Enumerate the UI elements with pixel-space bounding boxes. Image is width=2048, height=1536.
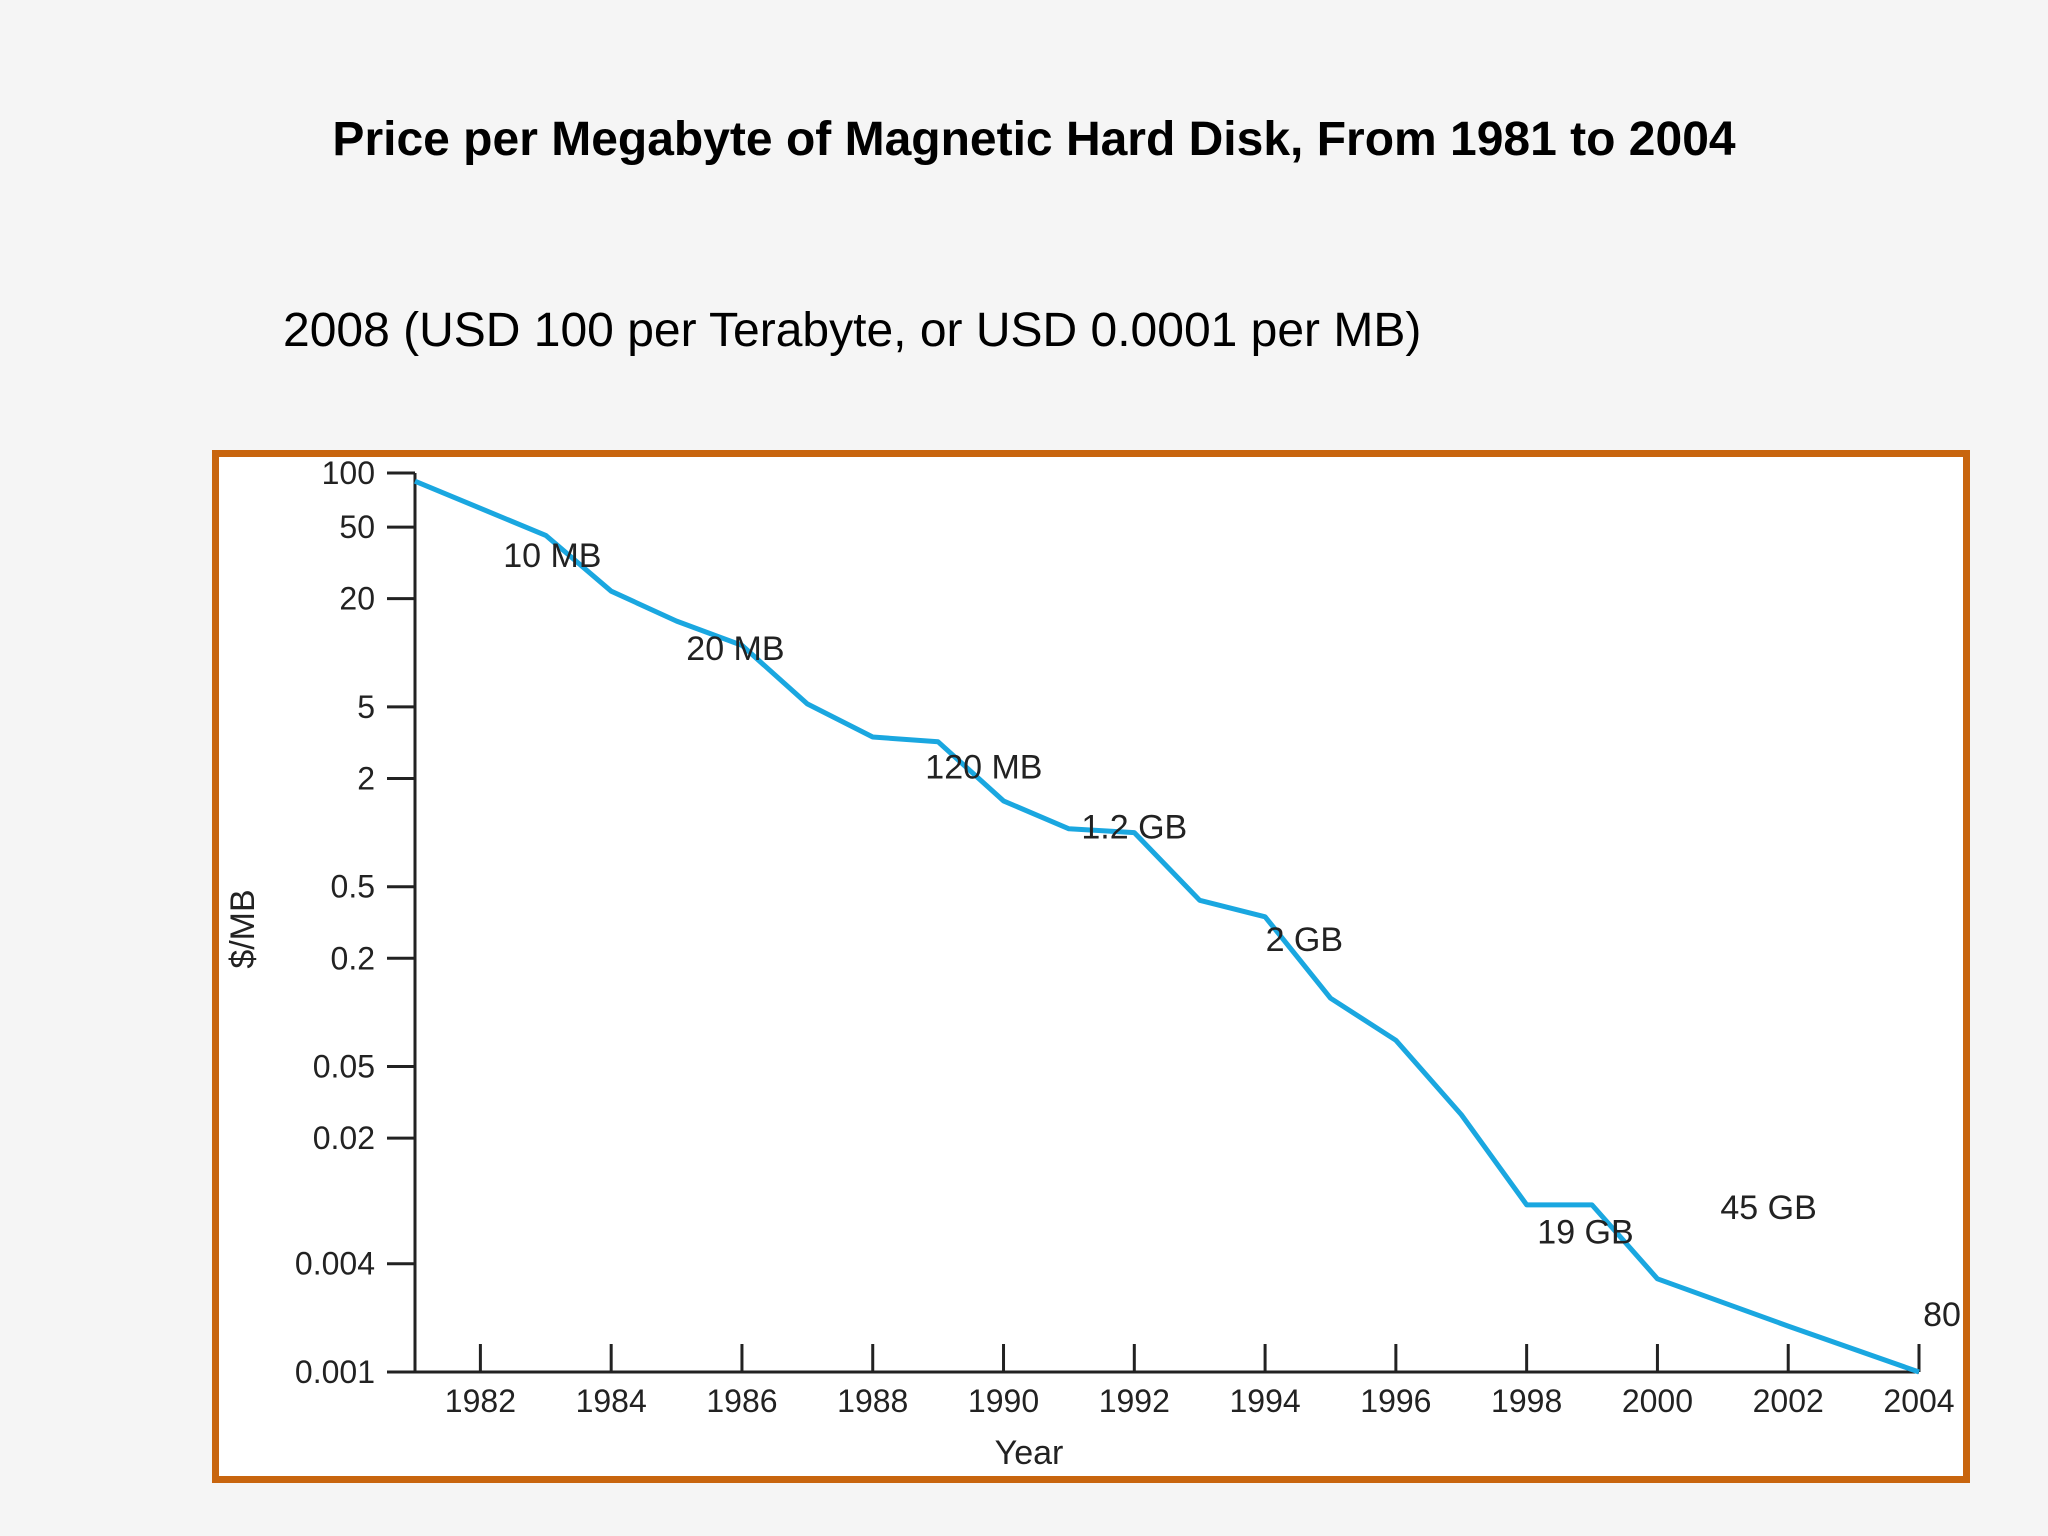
y-tick-label: 5 bbox=[357, 689, 375, 725]
y-tick-label: 0.004 bbox=[295, 1246, 375, 1282]
x-tick-label: 1998 bbox=[1491, 1383, 1562, 1419]
chart-frame: 100 50 20 5 2 0.5 0.2 0.05 0.02 0.004 0.001 1982 19… bbox=[212, 450, 2020, 1483]
x-tick-label: 1986 bbox=[706, 1383, 777, 1419]
x-tick-label: 2004 bbox=[1883, 1383, 1954, 1419]
price-line bbox=[414, 478, 1920, 1375]
y-tick-label: 100 bbox=[322, 457, 375, 491]
x-tick-label: 1990 bbox=[968, 1383, 1039, 1419]
y-tick-label: 50 bbox=[339, 509, 375, 545]
capacity-annotation: 80 GB bbox=[1923, 1296, 1963, 1334]
y-axis-title: $/MB bbox=[224, 889, 262, 968]
x-tick-label: 1984 bbox=[576, 1383, 647, 1419]
x-tick-label: 1996 bbox=[1360, 1383, 1431, 1419]
x-axis-title: Year bbox=[995, 1434, 1064, 1472]
capacity-annotation: 19 GB bbox=[1537, 1213, 1633, 1251]
capacity-annotation: 2 GB bbox=[1266, 921, 1343, 959]
y-axis: 100 50 20 5 2 0.5 0.2 0.05 0.02 0.004 0.001 bbox=[295, 455, 417, 1390]
x-tick-label: 2002 bbox=[1753, 1383, 1824, 1419]
capacity-annotation: 1.2 GB bbox=[1081, 808, 1187, 846]
x-tick-label: 2000 bbox=[1622, 1383, 1693, 1419]
series bbox=[414, 478, 1920, 1375]
y-tick-label: 0.5 bbox=[331, 869, 375, 905]
capacity-annotation: 20 MB bbox=[686, 630, 784, 668]
capacity-annotation: 45 GB bbox=[1720, 1189, 1816, 1227]
x-tick-label: 1994 bbox=[1229, 1383, 1300, 1419]
annotations: 10 MB 20 MB 120 MB 1.2 GB 2 GB 19 GB 45 GB 80 G… bbox=[503, 537, 2019, 1334]
y-tick-label: 0.2 bbox=[331, 940, 375, 976]
slide-title: Price per Megabyte of Magnetic Hard Disk… bbox=[332, 113, 1736, 166]
y-tick-label: 0.05 bbox=[313, 1049, 375, 1085]
capacity-annotation: 10 MB bbox=[503, 537, 601, 575]
slide-subtitle: 2008 (USD 100 per Terabyte, or USD 0.000… bbox=[283, 304, 1422, 357]
x-tick-label: 1992 bbox=[1099, 1383, 1170, 1419]
y-tick-label: 0.02 bbox=[313, 1120, 375, 1156]
x-tick-label: 1982 bbox=[445, 1383, 516, 1419]
y-tick-label: 0.001 bbox=[295, 1354, 375, 1390]
x-axis: 1982 1984 1986 1988 1990 1992 1994 1996 1998 2000… bbox=[415, 1344, 1955, 1419]
capacity-annotation: 120 MB bbox=[925, 748, 1042, 786]
x-tick-label: 1988 bbox=[837, 1383, 908, 1419]
y-tick-label: 20 bbox=[339, 581, 375, 617]
y-tick-label: 2 bbox=[357, 760, 375, 796]
